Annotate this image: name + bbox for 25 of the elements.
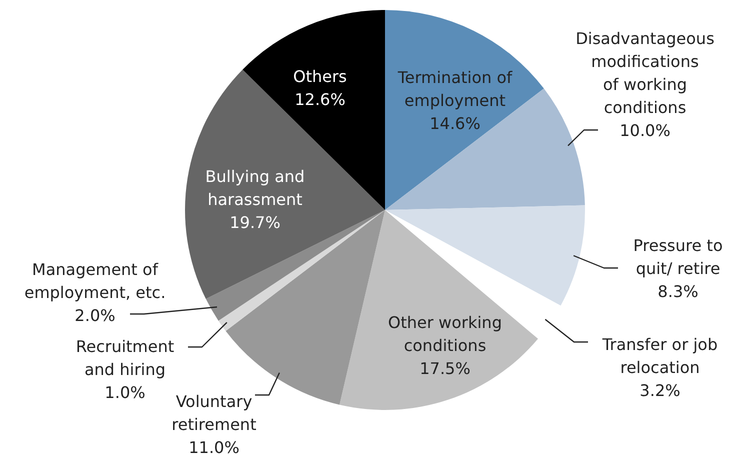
pie-slice [185,70,385,299]
data-label: 8.3% [658,282,698,301]
slice-label: Other working conditions [388,313,502,355]
slice-label: Bullying and harassment [205,167,305,209]
pie-slice [385,10,544,210]
data-label: 19.7% [230,213,280,232]
data-label: 2.0% [74,306,116,325]
data-label: 3.2% [640,381,680,400]
data-label: 10.0% [620,121,670,140]
pie-slice [385,205,585,306]
pie-slice [339,210,538,410]
slice-label: Transfer or job relocation [601,335,718,377]
slice-label: Pressure to quit/ retire [633,236,723,278]
slice-label: Voluntary retirement [172,392,256,434]
data-label: 14.6% [430,114,480,133]
data-label: 12.6% [294,90,346,109]
data-label: 1.0% [104,383,146,402]
pie-slice [385,88,585,210]
slice-label: Recruitment and hiring [76,337,174,379]
slice-label: Termination of employment [396,68,513,110]
slice-label: Management of employment, etc. [24,260,166,302]
slice-label: Disadvantageous modifications of working conditions [576,29,714,117]
slice-label: Others [293,67,347,86]
data-label: 17.5% [420,359,470,378]
data-label: 11.0% [188,438,240,455]
